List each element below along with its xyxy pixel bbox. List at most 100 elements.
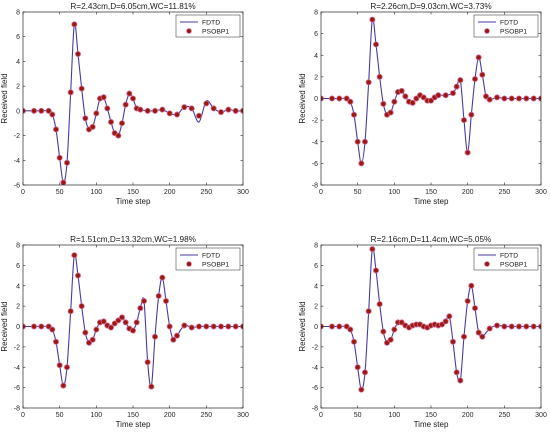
series-point-psobp1 [93, 110, 100, 117]
y-tick-label: 0 [314, 96, 318, 103]
series-point-psobp1 [479, 71, 486, 78]
series-point-psobp1 [387, 336, 394, 343]
series-point-psobp1 [162, 298, 169, 305]
series-point-psobp1 [195, 323, 202, 330]
legend-box [175, 14, 241, 38]
series-point-psobp1 [210, 105, 217, 112]
y-tick-label: 4 [16, 59, 20, 66]
y-tick-label: 6 [314, 263, 318, 270]
series-point-psobp1 [67, 308, 74, 315]
legend-entry: FDTD [500, 253, 518, 260]
series-point-psobp1 [45, 107, 52, 114]
y-tick-label: 2 [314, 304, 318, 311]
y-tick-label: 2 [314, 74, 318, 81]
series-point-psobp1 [155, 292, 162, 299]
series-point-psobp1 [78, 85, 85, 92]
series-point-psobp1 [358, 160, 365, 167]
series-point-psobp1 [49, 326, 56, 333]
legend-entry: FDTD [500, 20, 518, 27]
series-point-psobp1 [75, 51, 82, 58]
series-point-psobp1 [508, 323, 515, 330]
series-point-psobp1 [336, 323, 343, 330]
series-point-psobp1 [173, 332, 180, 339]
series-point-psobp1 [508, 95, 515, 102]
series-point-psobp1 [148, 383, 155, 390]
y-tick-label: -2 [312, 344, 318, 351]
series-point-psobp1 [60, 179, 67, 185]
series-point-psobp1 [75, 272, 82, 279]
series-group [321, 246, 541, 393]
series-point-psobp1 [501, 95, 508, 102]
y-tick-label: 8 [16, 10, 20, 17]
y-tick-label: 8 [16, 243, 20, 250]
series-point-psobp1 [365, 308, 372, 315]
x-tick-label: 100 [90, 412, 102, 419]
y-tick-label: -4 [14, 365, 20, 372]
series-point-psobp1 [354, 364, 361, 371]
series-point-psobp1 [468, 282, 475, 289]
series-point-psobp1 [493, 94, 500, 101]
series-point-psobp1 [173, 111, 180, 118]
chart-panel-1: 0 50 100 150 200 250 300 -6 -4 -2 0 2 4 6 8 R=2.43cm,D=… [0, 2, 249, 206]
x-tick-label: 300 [237, 412, 249, 419]
series-point-psobp1 [67, 89, 74, 96]
x-tick-label: 250 [200, 189, 212, 196]
x-tick-label: 300 [535, 412, 547, 419]
x-axis-label: Time step [414, 420, 449, 429]
series-point-psobp1 [30, 107, 37, 114]
series-point-psobp1 [479, 333, 486, 340]
series-point-psobp1 [166, 110, 173, 117]
series-point-psobp1 [122, 101, 129, 108]
y-tick-label: 0 [16, 324, 20, 331]
series-point-psobp1 [457, 77, 464, 84]
series-point-psobp1 [398, 87, 405, 94]
legend-entry: FDTD [202, 20, 220, 27]
series-point-psobp1 [350, 111, 357, 118]
y-tick-label: -8 [14, 406, 20, 413]
series-point-psobp1 [409, 99, 416, 106]
series-point-psobp1 [347, 326, 354, 333]
series-point-psobp1 [119, 314, 126, 321]
series-point-psobp1 [195, 112, 202, 119]
x-tick-label: 50 [56, 189, 64, 196]
series-point-psobp1 [453, 369, 460, 376]
x-tick-label: 150 [127, 412, 139, 419]
series-point-psobp1 [442, 92, 449, 99]
x-tick-label: 250 [498, 412, 510, 419]
series-point-psobp1 [328, 323, 335, 330]
x-tick-label: 50 [354, 189, 362, 196]
legend-swatch-dot [484, 28, 490, 34]
chart-title: R=2.16cm,D=11.4cm,WC=5.05% [371, 235, 492, 244]
series-point-psobp1 [129, 327, 136, 334]
series-point-psobp1 [427, 97, 434, 104]
series-point-psobp1 [347, 98, 354, 105]
series-point-psobp1 [336, 95, 343, 102]
y-axis-label: Received field [298, 73, 307, 123]
series-point-psobp1 [38, 323, 45, 330]
legend-swatch-dot [186, 261, 192, 267]
series-point-psobp1 [449, 90, 456, 97]
series-point-psobp1 [82, 115, 89, 122]
series-point-psobp1 [217, 109, 224, 116]
series-point-psobp1 [188, 105, 195, 112]
series-point-psobp1 [361, 369, 368, 376]
series-point-psobp1 [482, 93, 489, 100]
chart-panel-3: 0 50 100 150 200 250 300 -8 -6 -4 -2 0 2 4 6 8 R=1.51cm,… [0, 235, 249, 429]
y-tick-label: 8 [314, 10, 318, 17]
series-group [23, 21, 243, 185]
y-tick-label: 6 [314, 31, 318, 38]
series-point-psobp1 [460, 333, 467, 340]
series-point-psobp1 [217, 323, 224, 330]
legend-entry: PSOBP1 [202, 262, 229, 269]
series-point-psobp1 [159, 274, 166, 281]
series-point-psobp1 [203, 323, 210, 330]
series-point-psobp1 [523, 323, 530, 330]
series-point-psobp1 [358, 386, 365, 393]
legend-box [473, 14, 539, 38]
x-tick-label: 300 [237, 189, 249, 196]
x-tick-label: 200 [462, 189, 474, 196]
series-point-psobp1 [380, 100, 387, 107]
x-axis-label: Time step [414, 197, 449, 206]
series-point-psobp1 [369, 16, 376, 23]
